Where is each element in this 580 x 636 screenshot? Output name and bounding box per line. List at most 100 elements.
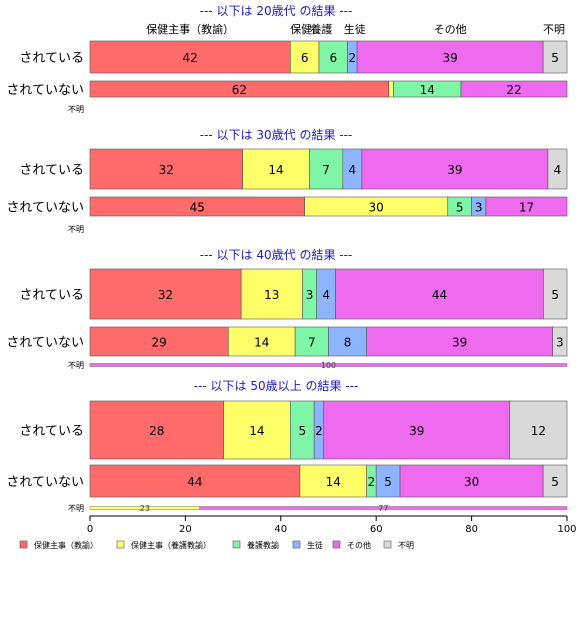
bar-segment [228,326,296,357]
fumei-bar-segment [89,363,568,367]
bar-value-label: 14 [420,83,435,97]
bar-segment [509,400,568,460]
bar-segment [356,40,544,74]
bar-value-label: 3 [306,288,314,302]
bar-value-label: 5 [551,475,559,489]
bar-value-label: 14 [254,336,269,350]
bar-value-label: 13 [264,288,279,302]
bar-segment [335,268,544,320]
bar-value-label: 2 [368,475,376,489]
bar-segment [89,326,229,357]
bar-segment [242,148,310,190]
fumei-label: 不明 [68,361,84,370]
legend-swatch [332,540,341,549]
bar-value-label: 6 [301,51,309,65]
bar-value-label: 2 [349,51,357,65]
bar-segment [240,268,303,320]
bar-segment [89,464,301,498]
x-tick-label: 20 [179,524,192,535]
legend-label: 養護教諭 [247,540,279,550]
bar-value-label: 42 [183,51,198,65]
bar-value-label: 39 [447,163,462,177]
row-label: されていない [6,475,84,490]
fumei-label: 不明 [68,225,84,234]
bar-segment [542,40,568,74]
bar-value-label: 44 [432,288,447,302]
bar-value-label: 29 [152,336,167,350]
bar-segment [361,148,549,190]
legend-label: その他 [347,540,371,550]
bar-value-label: 8 [344,336,352,350]
bar-segment [552,326,568,357]
bar-value-label: 4 [349,163,357,177]
bar-segment [547,148,568,190]
bar-value-label: 14 [326,475,341,489]
bar-value-label: 14 [268,163,283,177]
row-label: されていない [6,83,84,98]
fumei-value-label: 100 [321,361,336,370]
bar-value-label: 17 [519,201,534,215]
bar-value-label: 7 [322,163,330,177]
bar-segment [323,400,511,460]
bar-value-label: 6 [329,51,337,65]
legend-label: 生徒 [307,540,323,550]
bar-segment [542,464,568,498]
group-title: --- 以下は 40歳代 の結果 --- [200,248,353,262]
bar-value-label: 5 [551,288,559,302]
row-label: されている [19,288,84,303]
row-label: されている [19,51,84,66]
bar-segment [223,400,291,460]
bar-segment [294,326,329,357]
legend-label: 不明 [398,541,414,550]
fumei-value-label: 77 [378,504,388,513]
bar-segment [89,148,243,190]
bar-value-label: 5 [551,51,559,65]
fumei-label: 不明 [68,105,84,114]
bar-value-label: 5 [384,475,392,489]
bar-value-label: 30 [464,475,479,489]
bar-segment [399,464,544,498]
header-label: 保健主事（教諭） [146,22,234,36]
bar-value-label: 22 [506,83,521,97]
bar-value-label: 3 [475,201,483,215]
bar-value-label: 39 [409,424,424,438]
bar-segment [543,268,568,320]
bar-value-label: 7 [308,336,316,350]
fumei-value-label: 23 [140,504,150,513]
bar-value-label: 5 [298,424,306,438]
legend-swatch [383,540,392,549]
fumei-bar-segment [199,506,568,510]
fumei-label: 不明 [68,504,84,513]
header-label: その他 [434,23,467,36]
bar-value-label: 4 [322,288,330,302]
x-tick-label: 40 [274,524,287,535]
bar-segment [299,464,367,498]
legend-swatch [19,540,28,549]
bar-value-label: 62 [232,83,247,97]
x-tick-label: 60 [370,524,383,535]
x-tick-label: 80 [465,524,478,535]
bar-value-label: 14 [249,424,264,438]
bar-value-label: 45 [190,201,205,215]
group-title: --- 以下は 20歳代 の結果 --- [200,4,353,18]
bar-segment [460,80,568,98]
row-label: されていない [6,336,84,351]
header-label: 不明 [543,23,565,36]
legend-label: 保健主事（教諭） [34,540,98,550]
bar-segment [89,400,224,460]
header-label: 保健.. [290,22,319,36]
bar-value-label: 39 [452,336,467,350]
bar-segment [388,80,394,98]
legend-label: 保健主事（養護教諭） [131,540,211,550]
legend-swatch [292,540,301,549]
bar-value-label: 12 [531,424,546,438]
bar-value-label: 44 [187,475,202,489]
row-label: されている [19,163,84,178]
bar-value-label: 28 [149,424,164,438]
bar-value-label: 2 [315,424,323,438]
legend-swatch [232,540,241,549]
group-title: --- 以下は 30歳代 の結果 --- [200,128,353,142]
bar-value-label: 32 [159,163,174,177]
bar-segment [485,196,568,217]
